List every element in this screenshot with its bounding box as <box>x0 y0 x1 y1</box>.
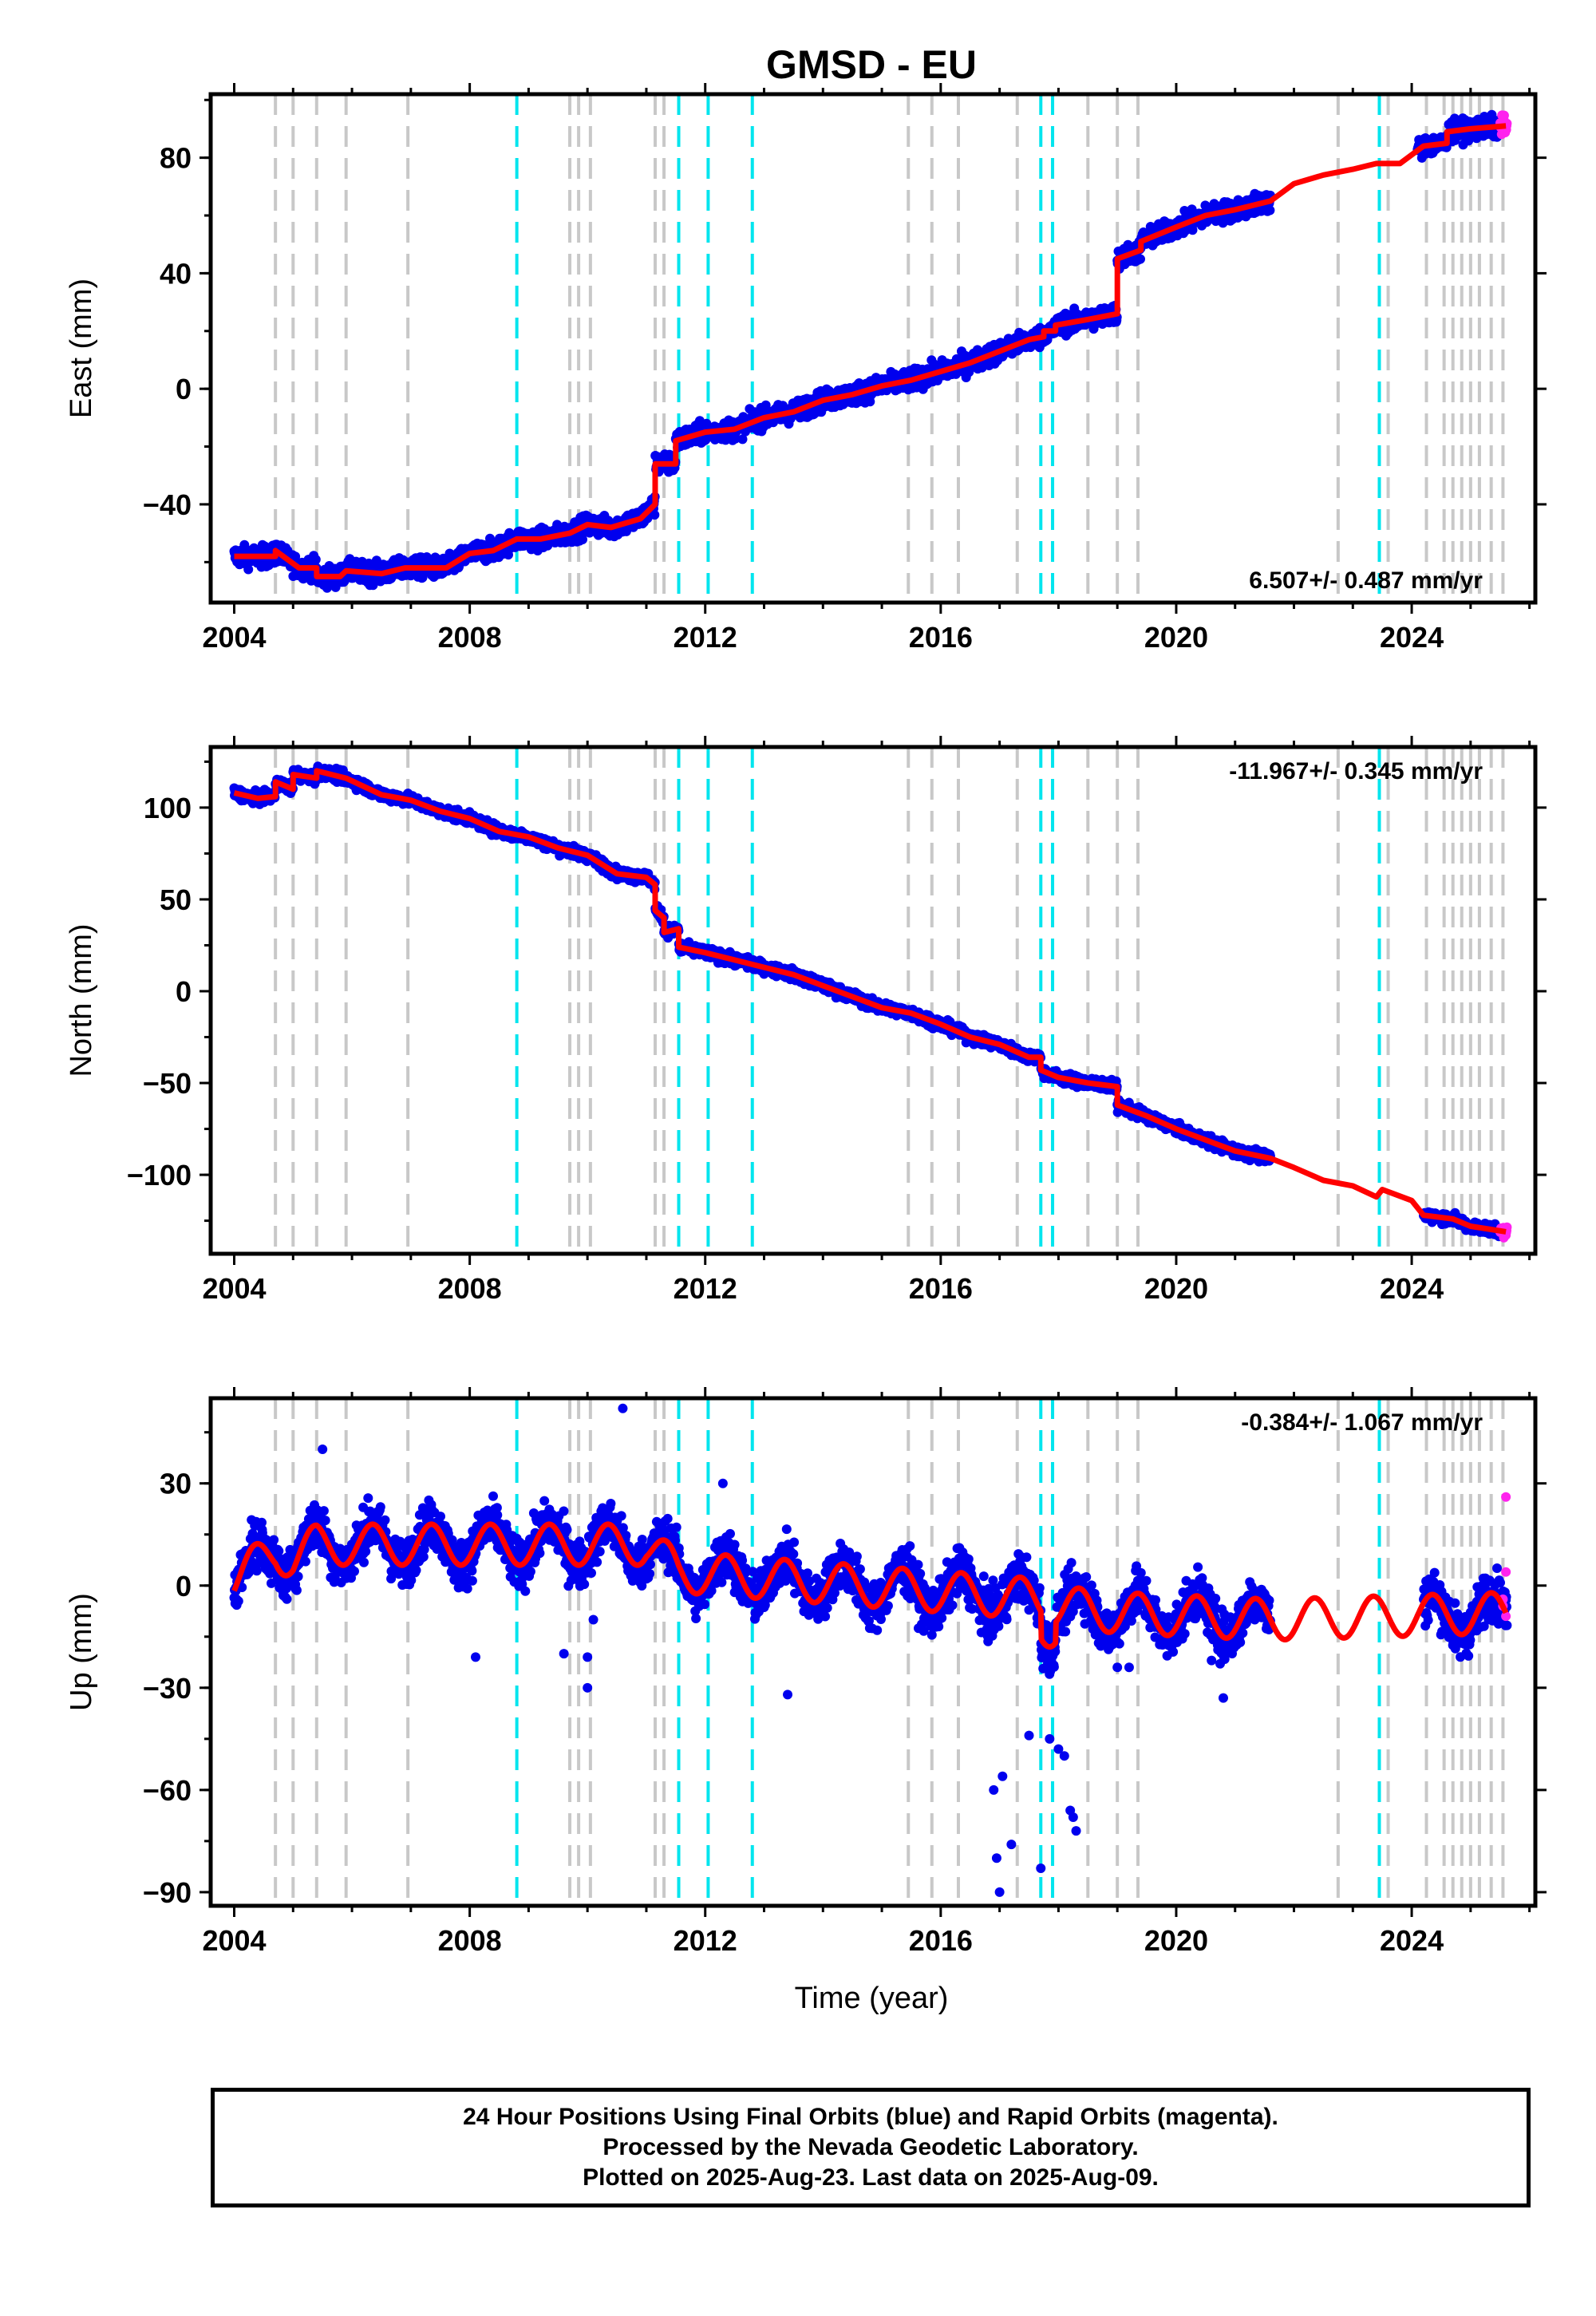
east-y-tick-label: −40 <box>143 488 192 521</box>
east-x-tick-label: 2004 <box>202 621 266 654</box>
east-obs-point <box>1499 110 1509 121</box>
east-x-tick-label: 2020 <box>1144 621 1208 654</box>
east-obs-point <box>865 397 875 407</box>
east-x-tick-label: 2016 <box>909 621 973 654</box>
east-observations <box>229 109 1512 593</box>
east-x-tick-label: 2012 <box>674 621 737 654</box>
east-y-tick-label: 0 <box>176 373 192 405</box>
east-panel: 2004 2008 2012 2016 2020 2024 −40 0 40 80 East (mm… <box>65 83 1547 654</box>
east-y-axis-label: East (mm) <box>65 279 98 418</box>
north-panel: 2004 2008 2012 2016 2020 2024−100−50050100Nor… <box>65 736 1547 1305</box>
east-obs-point <box>1265 205 1275 215</box>
east-x-tick-label: 2024 <box>1380 621 1444 654</box>
east-obs-point <box>243 564 254 575</box>
east-obs-point <box>650 510 660 520</box>
east-y-tick-label: 80 <box>160 142 192 175</box>
east-y-tick-label: 40 <box>160 257 192 290</box>
east-obs-point <box>1136 254 1145 264</box>
east-obs-point <box>310 555 321 565</box>
east-panel-frame <box>208 92 1538 605</box>
east-model-curve <box>234 123 1507 579</box>
east-obs-point <box>737 434 748 445</box>
chart-title: GMSD - EU <box>766 42 977 87</box>
east-rate-annotation: 6.507+/- 0.487 mm/yr <box>1249 567 1483 594</box>
east-x-tick-label: 2008 <box>438 621 502 654</box>
